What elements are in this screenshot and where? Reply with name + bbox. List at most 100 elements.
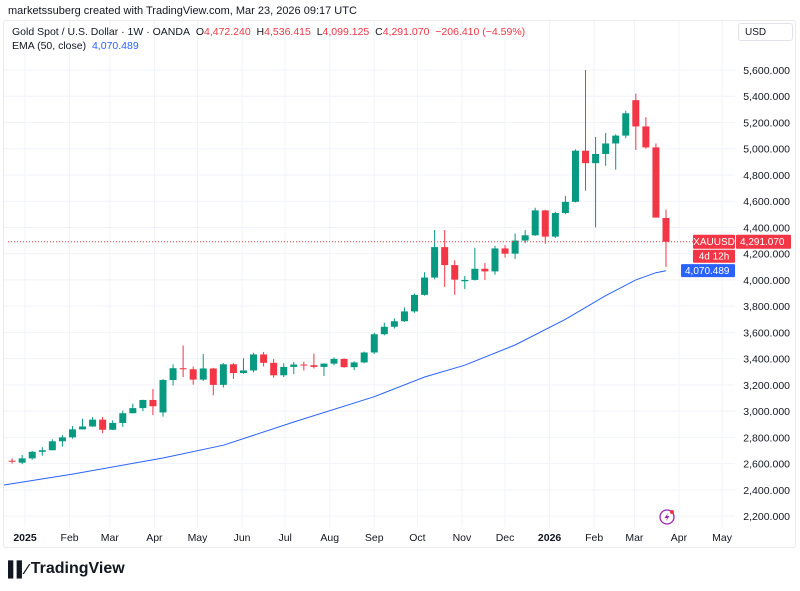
- candle-body: [239, 370, 247, 374]
- tradingview-logo[interactable]: ▌▌⁄ TradingView: [8, 560, 125, 578]
- candle: [592, 136, 600, 228]
- candle-body: [48, 441, 56, 451]
- candle-body: [159, 380, 167, 413]
- x-tick-label: Jun: [234, 532, 251, 544]
- candle: [521, 230, 529, 244]
- x-tick-label: Apr: [671, 532, 688, 544]
- candle-body: [280, 366, 288, 376]
- candle: [28, 450, 36, 460]
- candle: [179, 345, 187, 378]
- candles-layer: [8, 70, 670, 465]
- candle-body: [209, 368, 217, 385]
- symbol-label-box: [693, 234, 735, 249]
- candle: [471, 247, 479, 281]
- candle-body: [400, 311, 408, 322]
- candle-body: [260, 354, 268, 363]
- x-tick-label: May: [188, 532, 209, 544]
- tradingview-logo-icon: ▌▌⁄: [8, 560, 28, 578]
- candle: [129, 403, 137, 414]
- candle: [58, 435, 66, 447]
- open-label: O: [195, 26, 204, 38]
- x-tick-label: 2025: [13, 532, 37, 544]
- candle-body: [149, 399, 157, 407]
- ema-layer: [3, 270, 667, 486]
- candle: [260, 351, 268, 367]
- candle-body: [421, 277, 429, 295]
- candle: [250, 352, 258, 373]
- candle: [400, 307, 408, 322]
- ema-row: EMA (50, close) 4,070.489: [12, 39, 525, 53]
- brand-name: TradingView: [30, 560, 125, 577]
- candle: [380, 322, 388, 336]
- candle-body: [582, 150, 590, 164]
- chart-credit: marketssuberg created with TradingView.c…: [8, 5, 357, 17]
- x-tick-label: Feb: [585, 532, 603, 544]
- y-tick-label: 5,400.000: [743, 91, 790, 103]
- candle: [229, 363, 237, 379]
- low-label: L: [316, 26, 323, 38]
- candle-body: [471, 268, 479, 280]
- y-tick-label: 4,200.000: [743, 249, 790, 261]
- candle: [68, 426, 76, 439]
- candle: [99, 416, 107, 434]
- candle-body: [350, 362, 358, 368]
- close-label: C: [375, 26, 383, 38]
- candle: [119, 410, 127, 427]
- low-value: 4,099.125: [322, 26, 370, 38]
- high-label: H: [256, 26, 265, 38]
- candle: [330, 357, 338, 366]
- candle-body: [390, 321, 398, 327]
- candle-body: [451, 265, 459, 280]
- candle-body: [119, 413, 127, 423]
- candle-body: [541, 210, 549, 237]
- candle-body: [592, 153, 600, 164]
- candle-body: [622, 113, 630, 136]
- candle: [441, 230, 449, 287]
- y-tick-label: 3,800.000: [743, 301, 790, 313]
- x-tick-label: Aug: [320, 532, 339, 544]
- currency-button[interactable]: USD: [738, 23, 793, 41]
- candle: [662, 209, 670, 267]
- x-tick-label: Apr: [146, 532, 163, 544]
- y-tick-label: 4,800.000: [743, 170, 790, 182]
- chart-frame: [3, 20, 796, 548]
- candle-body: [68, 429, 76, 438]
- flash-icon[interactable]: [659, 509, 675, 525]
- price-labels: XAUUSD 4d 12h 4,291.070 4,070.489: [8, 234, 791, 278]
- candle: [652, 143, 660, 218]
- candle: [270, 358, 278, 378]
- candle: [370, 332, 378, 354]
- candle-body: [290, 364, 298, 367]
- y-tick-label: 4,000.000: [743, 275, 790, 287]
- candle: [89, 417, 97, 427]
- last-price-box: [736, 234, 791, 249]
- candle: [411, 293, 418, 313]
- candle: [582, 70, 590, 191]
- chart-legend: Gold Spot / U.S. Dollar · 1W · OANDA O4,…: [12, 25, 525, 53]
- symbol-title[interactable]: Gold Spot / U.S. Dollar · 1W · OANDA: [12, 26, 190, 38]
- candle: [511, 233, 519, 259]
- open-value: 4,472.240: [203, 26, 251, 38]
- candle-body: [602, 143, 610, 154]
- ema-label[interactable]: EMA (50, close): [12, 40, 87, 52]
- candle: [531, 207, 539, 236]
- candle-body: [501, 248, 509, 254]
- candle-body: [8, 460, 16, 462]
- candle-body: [411, 294, 418, 312]
- x-tick-label: 2026: [538, 532, 562, 544]
- candle-body: [491, 248, 499, 272]
- bar-countdown-box: [693, 249, 735, 263]
- candle: [139, 399, 147, 412]
- candle-body: [300, 364, 308, 366]
- candle: [632, 93, 640, 151]
- y-tick-label: 3,200.000: [743, 380, 790, 392]
- candle: [451, 260, 459, 295]
- candle: [239, 358, 247, 374]
- y-tick-label: 2,200.000: [743, 511, 790, 523]
- y-tick-label: 3,600.000: [743, 327, 790, 339]
- candle: [310, 353, 318, 369]
- candle-body: [521, 235, 529, 241]
- candle: [612, 134, 620, 170]
- candle: [501, 245, 509, 258]
